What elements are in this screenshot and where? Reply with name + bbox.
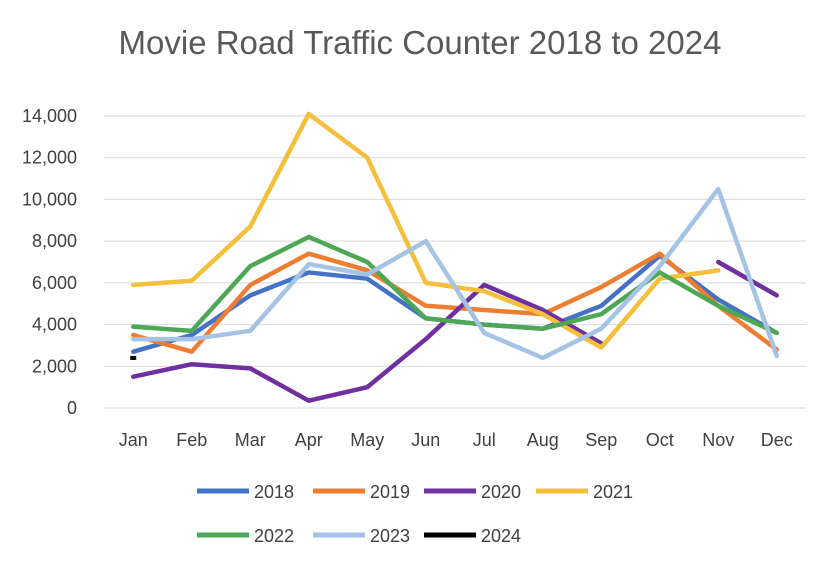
x-axis-tick-labels: Jan Feb Mar Apr May Jun Jul Aug Sep Oct Nov Dec [119, 430, 793, 450]
series-line [131, 251, 779, 354]
series-2021 [131, 111, 721, 350]
x-tick-label: Dec [761, 430, 793, 450]
y-tick-label: 10,000 [22, 189, 77, 209]
legend-label: 2024 [481, 526, 521, 546]
x-tick-label: Aug [527, 430, 559, 450]
y-tick-label: 14,000 [22, 106, 77, 126]
y-tick-label: 8,000 [32, 231, 77, 251]
legend: 2018 2019 2020 2021 2022 2023 2024 [197, 482, 633, 546]
series-line [131, 234, 779, 336]
legend-label: 2023 [370, 526, 410, 546]
legend-item-2021: 2021 [536, 482, 633, 502]
legend-label: 2019 [370, 482, 410, 502]
legend-item-2024: 2024 [424, 526, 521, 546]
y-tick-label: 4,000 [32, 315, 77, 335]
x-tick-label: Sep [585, 430, 617, 450]
legend-item-2018: 2018 [197, 482, 294, 502]
legend-label: 2021 [593, 482, 633, 502]
series-lines [130, 111, 779, 403]
legend-item-2022: 2022 [197, 526, 294, 546]
x-tick-label: Mar [235, 430, 266, 450]
series-2023 [131, 186, 779, 361]
legend-item-2019: 2019 [313, 482, 410, 502]
x-tick-label: Jul [473, 430, 496, 450]
legend-item-2020: 2020 [424, 482, 521, 502]
legend-label: 2020 [481, 482, 521, 502]
y-tick-label: 12,000 [22, 148, 77, 168]
x-tick-label: Jan [119, 430, 148, 450]
y-tick-label: 2,000 [32, 356, 77, 376]
x-tick-label: Apr [295, 430, 323, 450]
legend-item-2023: 2023 [313, 526, 410, 546]
x-tick-label: Nov [702, 430, 734, 450]
series-line [131, 111, 721, 350]
y-tick-label: 6,000 [32, 273, 77, 293]
chart-title: Movie Road Traffic Counter 2018 to 2024 [119, 24, 722, 61]
series-line [131, 282, 604, 403]
legend-label: 2022 [254, 526, 294, 546]
y-axis-tick-labels: 0 2,000 4,000 6,000 8,000 10,000 12,000 14,000 [22, 106, 77, 418]
x-tick-label: May [350, 430, 384, 450]
series-line [131, 186, 779, 361]
series-2022 [131, 234, 779, 336]
legend-label: 2018 [254, 482, 294, 502]
x-tick-label: Oct [646, 430, 674, 450]
x-tick-label: Feb [176, 430, 207, 450]
x-tick-label: Jun [411, 430, 440, 450]
series-2019 [131, 251, 779, 354]
y-tick-label: 0 [67, 398, 77, 418]
